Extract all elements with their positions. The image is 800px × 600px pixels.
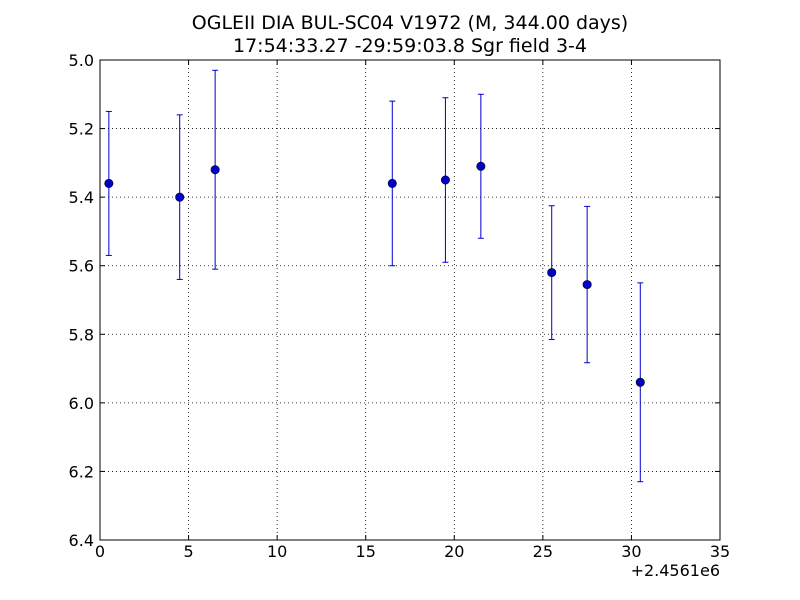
x-tick-label: 10 bbox=[267, 542, 287, 561]
data-point bbox=[210, 165, 220, 175]
x-tick-label: 20 bbox=[444, 542, 464, 561]
y-tick-label: 6.0 bbox=[69, 394, 94, 413]
error-bars bbox=[105, 69, 644, 483]
axis-ticks bbox=[99, 59, 721, 541]
data-point bbox=[104, 178, 114, 188]
data-point bbox=[440, 175, 450, 185]
data-point bbox=[175, 192, 185, 202]
data-points bbox=[104, 161, 645, 387]
x-tick-label: 35 bbox=[710, 542, 730, 561]
y-tick-label: 6.4 bbox=[69, 531, 94, 550]
x-tick-label: 15 bbox=[356, 542, 376, 561]
x-tick-labels: 0 5 10 15 20 25 30 35 bbox=[95, 542, 730, 561]
chart-title: OGLEII DIA BUL-SC04 V1972 (M, 344.00 day… bbox=[192, 12, 628, 34]
y-tick-label: 5.0 bbox=[69, 51, 94, 70]
y-tick-label: 5.2 bbox=[69, 120, 94, 139]
data-point bbox=[476, 161, 486, 171]
x-tick-label: 0 bbox=[95, 542, 105, 561]
grid bbox=[100, 60, 720, 540]
data-point bbox=[635, 377, 645, 387]
y-tick-label: 6.2 bbox=[69, 462, 94, 481]
data-point bbox=[547, 268, 557, 278]
x-offset-label: +2.4561e6 bbox=[631, 561, 720, 580]
y-tick-labels: 5.0 5.2 5.4 5.6 5.8 6.0 6.2 6.4 bbox=[69, 51, 94, 550]
x-tick-label: 5 bbox=[183, 542, 193, 561]
y-tick-label: 5.6 bbox=[69, 257, 94, 276]
plot-frame bbox=[99, 59, 721, 541]
x-tick-label: 30 bbox=[621, 542, 641, 561]
y-tick-label: 5.4 bbox=[69, 188, 94, 207]
data-point bbox=[387, 178, 397, 188]
data-point bbox=[582, 280, 592, 290]
x-tick-label: 25 bbox=[533, 542, 553, 561]
chart-subtitle: 17:54:33.27 -29:59:03.8 Sgr field 3-4 bbox=[233, 35, 587, 57]
y-tick-label: 5.8 bbox=[69, 325, 94, 344]
